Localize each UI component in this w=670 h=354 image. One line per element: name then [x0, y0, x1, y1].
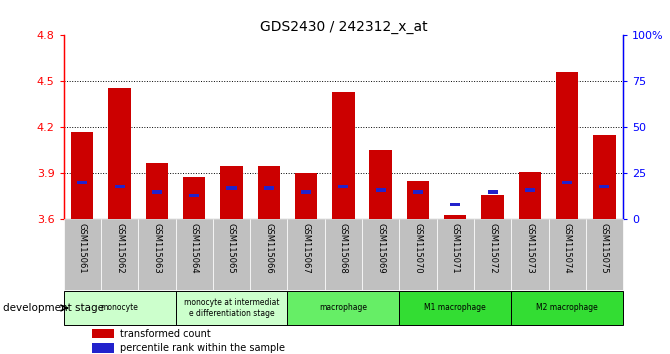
Bar [295, 173, 318, 219]
Bar [176, 219, 213, 290]
Bar [220, 166, 243, 219]
Bar [64, 291, 176, 325]
Bar [109, 87, 131, 219]
Bar [413, 190, 423, 194]
Text: development stage: development stage [3, 303, 105, 313]
Bar [511, 219, 549, 290]
Text: GSM115063: GSM115063 [152, 223, 161, 274]
Text: GSM115072: GSM115072 [488, 223, 497, 274]
Bar [556, 72, 578, 219]
Text: GSM115070: GSM115070 [413, 223, 423, 274]
Bar [437, 219, 474, 290]
Text: GSM115071: GSM115071 [451, 223, 460, 274]
Text: GSM115074: GSM115074 [563, 223, 572, 274]
Bar [519, 172, 541, 219]
Text: M2 macrophage: M2 macrophage [536, 303, 598, 313]
Bar [264, 187, 274, 190]
Bar [145, 163, 168, 219]
Bar [64, 219, 101, 290]
Bar [257, 166, 280, 219]
Text: GSM115062: GSM115062 [115, 223, 124, 274]
Text: GSM115068: GSM115068 [339, 223, 348, 274]
Bar [101, 219, 138, 290]
Bar [549, 219, 586, 290]
Bar [407, 181, 429, 219]
Text: M1 macrophage: M1 macrophage [424, 303, 486, 313]
Bar [250, 219, 287, 290]
Bar [287, 291, 399, 325]
Bar [176, 291, 287, 325]
Bar [183, 177, 206, 219]
Text: GSM115067: GSM115067 [302, 223, 311, 274]
Bar [593, 135, 616, 219]
Bar [450, 203, 460, 206]
Bar [115, 185, 125, 188]
Bar [525, 188, 535, 192]
Bar [511, 291, 623, 325]
Bar [376, 188, 386, 192]
Bar [301, 190, 311, 194]
Text: monocyte at intermediat
e differentiation stage: monocyte at intermediat e differentiatio… [184, 298, 279, 318]
Bar [332, 92, 354, 219]
Text: GSM115066: GSM115066 [264, 223, 273, 274]
Bar [562, 181, 572, 184]
Text: GSM115061: GSM115061 [78, 223, 87, 274]
Text: transformed count: transformed count [119, 329, 210, 339]
Bar [226, 187, 237, 190]
Bar [600, 185, 610, 188]
Bar [77, 181, 87, 184]
Bar [138, 219, 176, 290]
Bar [362, 219, 399, 290]
Bar [189, 194, 199, 197]
Bar [399, 219, 437, 290]
Text: GSM115073: GSM115073 [525, 223, 535, 274]
Bar [481, 195, 504, 219]
Bar [338, 185, 348, 188]
Bar [369, 150, 392, 219]
Bar [287, 219, 325, 290]
Text: monocyte: monocyte [100, 303, 139, 313]
Bar [325, 219, 362, 290]
Text: GSM115075: GSM115075 [600, 223, 609, 274]
Bar [92, 329, 114, 338]
Bar [71, 132, 94, 219]
Bar [586, 219, 623, 290]
Text: GSM115069: GSM115069 [376, 223, 385, 274]
Bar [474, 219, 511, 290]
Bar [152, 190, 162, 194]
Bar [399, 291, 511, 325]
Text: GSM115064: GSM115064 [190, 223, 199, 274]
Text: percentile rank within the sample: percentile rank within the sample [119, 343, 285, 353]
Bar [213, 219, 250, 290]
Bar [92, 343, 114, 353]
Text: GSM115065: GSM115065 [227, 223, 236, 274]
Bar [444, 215, 466, 219]
Bar [488, 190, 498, 194]
Title: GDS2430 / 242312_x_at: GDS2430 / 242312_x_at [259, 21, 427, 34]
Text: macrophage: macrophage [320, 303, 367, 313]
